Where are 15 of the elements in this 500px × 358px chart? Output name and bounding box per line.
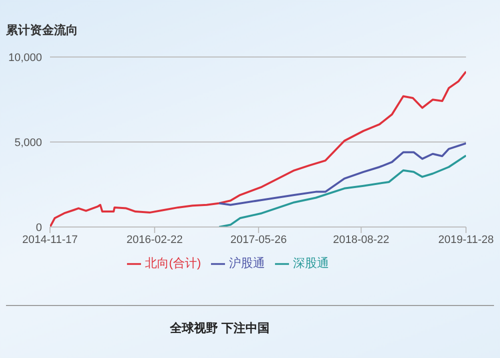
x-tick-label: 2016-02-22 — [126, 234, 183, 246]
line-series — [218, 142, 466, 206]
y-tick-label: 5,000 — [14, 136, 42, 149]
text: 全球视野 下注中国 — [170, 320, 270, 337]
x-tick-label: 2018-08-22 — [333, 234, 390, 246]
legend-label: 沪股通 — [229, 256, 265, 270]
x-tick-label: 2017-05-26 — [230, 234, 287, 246]
line-series — [218, 154, 466, 227]
y-tick-label: 0 — [36, 222, 42, 234]
y-tick-label: 10,000 — [8, 52, 42, 64]
x-tick-label: 2019-11-28 — [438, 234, 494, 246]
chart-title: 累计资金流向 — [6, 22, 78, 39]
x-tick-label: 2014-11-17 — [22, 234, 78, 246]
legend-label: 深股通 — [293, 256, 329, 270]
legend-label: 北向(合计) — [145, 256, 201, 270]
